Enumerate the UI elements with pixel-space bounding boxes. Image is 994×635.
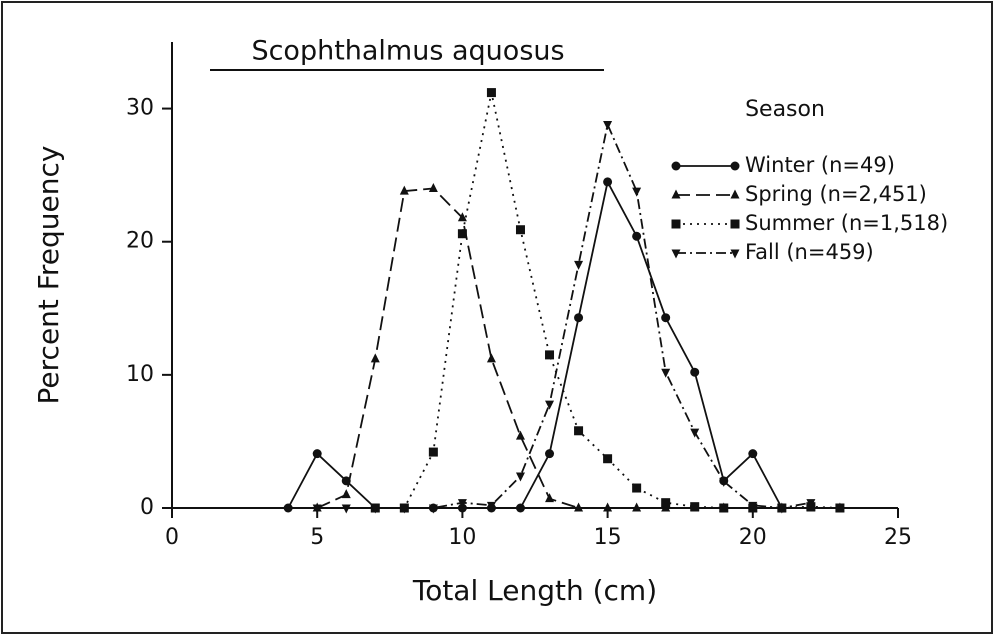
series-line — [317, 121, 812, 509]
data-point — [719, 477, 729, 487]
data-point — [341, 489, 351, 499]
series-line — [316, 187, 840, 509]
data-point — [486, 353, 496, 363]
data-point — [632, 231, 642, 241]
data-point — [341, 504, 351, 514]
data-point — [515, 472, 525, 482]
series-line — [375, 92, 840, 509]
data-point — [574, 260, 584, 270]
series-line — [287, 179, 783, 509]
data-point — [661, 313, 671, 323]
data-point — [661, 498, 671, 508]
data-point — [719, 503, 729, 513]
data-point — [515, 430, 525, 440]
data-point — [399, 504, 409, 514]
data-point — [574, 313, 584, 323]
legend-marker — [671, 219, 681, 229]
y-tick-label: 0 — [140, 495, 154, 520]
data-point — [399, 185, 409, 195]
data-point — [603, 177, 613, 187]
chart-title: Scophthalmus aquosus — [251, 36, 564, 67]
data-point — [457, 499, 467, 509]
x-tick-label: 25 — [884, 525, 912, 550]
data-point — [312, 504, 322, 514]
x-axis-label: Total Length (cm) — [412, 574, 657, 607]
data-point — [457, 229, 467, 239]
data-point — [370, 504, 380, 514]
data-point — [486, 501, 496, 511]
x-tick-label: 0 — [165, 525, 179, 550]
y-axis-label: Percent Frequency — [32, 146, 65, 405]
legend-marker — [730, 249, 740, 259]
data-point — [428, 447, 438, 457]
legend-title: Season — [745, 97, 825, 122]
legend-marker — [730, 219, 740, 229]
data-point — [690, 502, 700, 512]
data-point — [515, 225, 525, 235]
legend-label: Fall (n=459) — [745, 240, 874, 264]
data-point — [428, 504, 438, 514]
data-point — [632, 483, 642, 493]
legend-marker — [730, 161, 740, 171]
data-point — [748, 501, 758, 511]
data-point — [748, 449, 758, 459]
legend-marker — [730, 189, 740, 199]
data-point — [632, 187, 642, 197]
data-point — [545, 350, 555, 360]
data-point — [690, 367, 700, 377]
legend-label: Winter (n=49) — [745, 153, 895, 177]
legend-label: Spring (n=2,451) — [745, 182, 927, 206]
x-tick-label: 15 — [594, 525, 622, 550]
legend-marker — [671, 161, 681, 171]
data-point — [312, 449, 322, 459]
data-point — [661, 368, 671, 378]
data-point — [806, 499, 816, 509]
legend-label: Summer (n=1,518) — [745, 211, 948, 235]
data-point — [690, 428, 700, 438]
data-point — [545, 400, 555, 410]
y-tick-label: 10 — [126, 362, 154, 387]
y-tick-label: 30 — [126, 96, 154, 121]
x-tick-label: 20 — [739, 525, 767, 550]
x-tick-label: 10 — [448, 525, 476, 550]
data-point — [574, 426, 584, 436]
data-point — [574, 502, 584, 512]
data-point — [370, 353, 380, 363]
data-point — [545, 449, 555, 459]
data-point — [603, 502, 613, 512]
legend-marker — [671, 249, 681, 259]
data-point — [632, 502, 642, 512]
data-point — [428, 182, 438, 192]
data-point — [457, 212, 467, 222]
data-point — [835, 503, 845, 513]
data-point — [603, 454, 613, 464]
y-tick-label: 20 — [126, 229, 154, 254]
data-point — [603, 121, 613, 131]
data-point — [283, 503, 293, 513]
data-point — [515, 503, 525, 513]
data-point — [545, 493, 555, 503]
data-point — [777, 504, 787, 514]
data-point — [486, 88, 496, 98]
legend-marker — [671, 189, 681, 199]
x-tick-label: 5 — [310, 525, 324, 550]
